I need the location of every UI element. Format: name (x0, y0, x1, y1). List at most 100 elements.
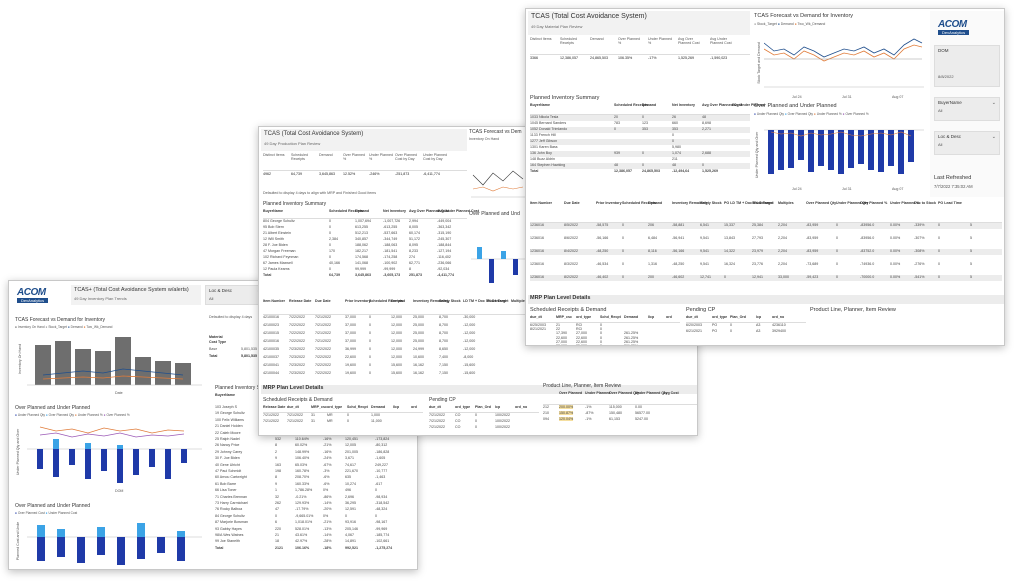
column-header[interactable]: Inventory Remaining (672, 201, 708, 205)
table-row[interactable]: 1033 Nikola Tesla 20 0 26 48 (530, 115, 750, 121)
table-row[interactable]: 42100016 7/22/2022 7/21/2022 37,000 0 12,000 2… (263, 315, 529, 321)
table-row[interactable]: 22,600 22,600 0 261.25% (530, 336, 680, 342)
chevron-down-icon[interactable]: ⌄ (991, 100, 996, 106)
column-header[interactable]: Scheduled Receipts (622, 201, 657, 205)
column-header[interactable]: Avg Under Planned (732, 103, 766, 107)
column-header[interactable]: Safety Stock (439, 299, 461, 303)
table-row[interactable]: 66 Lisa Toner 1 1,786.28% 0% 496 0 (215, 488, 415, 494)
column-header[interactable]: ord (411, 405, 417, 409)
table-row[interactable]: 17,390 27,000 0 261.25% (530, 331, 680, 337)
table-row[interactable]: 1236016 8/5/2022 -58,575 0 206 -58,881 6,541 15… (530, 223, 1002, 229)
column-header[interactable]: due_dt (686, 315, 698, 319)
table-row[interactable]: 22 Caleb Moore (215, 431, 415, 437)
table-row[interactable]: 98/A Wes Watnes 21 43.61% -14% 4,067 -185,774 (215, 533, 415, 539)
table-row[interactable]: 42100041 7/23/2022 7/22/2022 19,600 0 15,600 1… (263, 363, 529, 369)
table-row[interactable]: 210 150.87% -87% 150,480 56577.00 (543, 411, 697, 417)
table-row[interactable]: 12 Paula Kearns 0 99,999 -99,999 8 -92,034 (263, 267, 467, 273)
table-row[interactable]: 42100037 7/23/2022 7/22/2022 22,600 0 12,000 1… (263, 355, 529, 361)
column-header[interactable]: lcp (495, 405, 501, 409)
table-row[interactable]: 42100016 7/22/2022 7/21/2022 37,000 0 12,000 2… (263, 339, 529, 345)
table-row[interactable]: 87 Marjorie Bowman 6 1,018.01% -21% 93,916 -9… (215, 520, 415, 526)
column-header[interactable]: Release Date (289, 299, 312, 303)
column-header[interactable]: Doc to Stock (914, 201, 936, 205)
table-row[interactable]: 1133 French Hill 0 (530, 133, 750, 139)
column-header[interactable]: ord_no (772, 315, 785, 319)
column-header[interactable]: Plan_Ord (475, 405, 491, 409)
table-row[interactable]: 47 Paul Schmidt 198 160.78% -3% 221,670 -10,7… (215, 469, 415, 475)
column-header[interactable]: BuyerName (263, 209, 283, 213)
table-row[interactable]: 148 Buzz Aldrin 211 (530, 157, 750, 163)
column-header[interactable]: Under Planned Qty (836, 201, 869, 205)
column-header[interactable]: MRP_csc (556, 315, 572, 319)
table-row[interactable]: 136 John Boy 939 0 1,074 2,688 (530, 151, 750, 157)
column-header[interactable]: ord_type (712, 315, 728, 319)
column-header[interactable]: Release Date (263, 405, 286, 409)
column-header[interactable]: BuyerName (530, 103, 550, 107)
column-header[interactable]: PO Lead Time (938, 201, 962, 205)
column-header[interactable]: Schd_Recpt (600, 315, 621, 319)
column-header[interactable]: due_dt (287, 405, 299, 409)
column-header[interactable]: Item Number (263, 299, 285, 303)
table-row[interactable]: 7/21/2022 CO 0 100/2022 (429, 425, 539, 431)
column-header[interactable]: Net Inventory (672, 103, 695, 107)
table-row[interactable]: 1236016 8/2/2022 -46,402 0 200 -46,602 12,741 0… (530, 275, 1002, 281)
table-row[interactable]: 93 Gabby Hayes 220 528.01% -13% 205,146 -99,9… (215, 527, 415, 533)
loc-desc-slicer[interactable]: Loc & Desc All ⌄ (205, 285, 265, 305)
column-header[interactable]: ord_type (576, 315, 592, 319)
column-header[interactable]: Multiples (778, 201, 794, 205)
table-row[interactable]: 28 F. Joe Biden 0 188,062 -188,063 8,095 -188… (263, 243, 467, 249)
table-row[interactable]: 8/21/2021 22 RCI 0 (530, 327, 680, 333)
table-row[interactable]: 1236016 8/6/2022 -56,166 0 6,484 -56,941 9,541… (530, 236, 1002, 242)
column-header[interactable]: Over Planned (559, 391, 583, 395)
table-row[interactable]: 25 Ralph Nadel 532 110.64% -16% 120,451 -173,… (215, 437, 415, 443)
column-header[interactable]: Demand (648, 201, 663, 205)
column-header[interactable]: Due Date (564, 201, 580, 205)
column-header[interactable]: Scheduled Receipts (614, 103, 649, 107)
table-row[interactable]: 1045 Bernard Sanders 783 123 660 8,698 (530, 121, 750, 127)
table-row[interactable]: 804 George Schultz 0 1,007,694 -1,007,726 2,… (263, 219, 467, 225)
table-row[interactable]: 42100035 7/23/2022 7/22/2022 36,999 0 12,000 2… (263, 347, 529, 353)
column-header[interactable]: Schd_Recpt (347, 405, 368, 409)
column-header[interactable]: Inventory Remaining (413, 299, 449, 303)
table-row[interactable]: 76 Rocky Balboa 47 -17.79% -20% 12,591 -48,32… (215, 507, 415, 513)
table-row[interactable]: 7/21/2022 7/21/2022 31 MR 0 1,000 (263, 413, 423, 419)
column-header[interactable]: Avg Over Planned Cost (702, 103, 742, 107)
table-row[interactable]: 12 Will Smith 2,384 340,857 -344,749 51,172 -… (263, 237, 467, 243)
table-row[interactable]: 47 Morgan Freeman 170 182,217 -181,541 8,233… (263, 249, 467, 255)
column-header[interactable]: ord_type (327, 405, 343, 409)
buyer-slicer[interactable]: BuyerName All ⌄ (934, 97, 1000, 121)
column-header[interactable]: Plan_Ord (730, 315, 746, 319)
table-row[interactable]: 102 Richard Feynman 0 174,568 -174,258 274 -1… (263, 255, 467, 261)
table-row[interactable]: 7/21/2022 CO 0 100/2022 (429, 419, 539, 425)
table-row[interactable]: 21 Albert Einstein 0 512,213 -537,663 60,174… (263, 231, 467, 237)
table-row[interactable]: 21 Daniel Holden (215, 424, 415, 430)
column-header[interactable]: ord (666, 315, 672, 319)
column-header[interactable]: Over Planned Qty (609, 391, 640, 395)
column-header[interactable]: Avg Cost (663, 391, 679, 395)
column-header[interactable]: Avg Over Planned Cost (409, 209, 449, 213)
column-header[interactable]: Demand (355, 209, 370, 213)
table-row[interactable]: 1236016 8/4/2022 -48,250 0 8,116 -56,166 9,541… (530, 249, 1002, 255)
column-header[interactable]: Under Planned Qty (635, 391, 668, 395)
table-row[interactable]: 1052 Donald Trimlando 0 353 353 2,271 (530, 127, 750, 133)
loc-desc-slicer[interactable]: Loc & Desc All ⌄ (934, 131, 1000, 155)
table-row[interactable]: 1236016 8/3/2022 -46,534 0 1,316 -48,250 9,541… (530, 262, 1002, 268)
column-header[interactable]: Prior Inventory (345, 299, 371, 303)
column-header[interactable]: Demand (624, 315, 639, 319)
column-header[interactable]: due_dt (530, 315, 542, 319)
table-row[interactable]: 40 Gene Ulricht 163 65.03% -67% 74,617 249,22… (215, 463, 415, 469)
column-header[interactable]: Ilcp (393, 405, 400, 409)
table-row[interactable]: 42100023 7/22/2022 7/21/2022 37,000 0 12,000 2… (263, 323, 529, 329)
column-header[interactable]: ord_no (515, 405, 528, 409)
table-row[interactable]: 27,000 22,600 0 261.25% (530, 340, 680, 345)
column-header[interactable]: Scheduled Receipts (369, 299, 404, 303)
column-header[interactable]: ord_type (455, 405, 471, 409)
table-row[interactable]: 99 Joe Stanelth 18 42.97% -28% 14,891 -102,66… (215, 539, 415, 545)
column-header[interactable]: Demand (371, 405, 386, 409)
column-header[interactable]: Net Inventory (383, 209, 406, 213)
table-row[interactable]: 103 Joseph S (215, 405, 415, 411)
column-header[interactable]: Demand (642, 103, 657, 107)
column-header[interactable]: Under Planned (585, 391, 611, 395)
table-row[interactable]: 1277 Jeff Gibson 0 (530, 139, 750, 145)
table-row[interactable]: 71 Charles Brennan 32 -0.21% -86% 2,696 -98,9… (215, 495, 415, 501)
